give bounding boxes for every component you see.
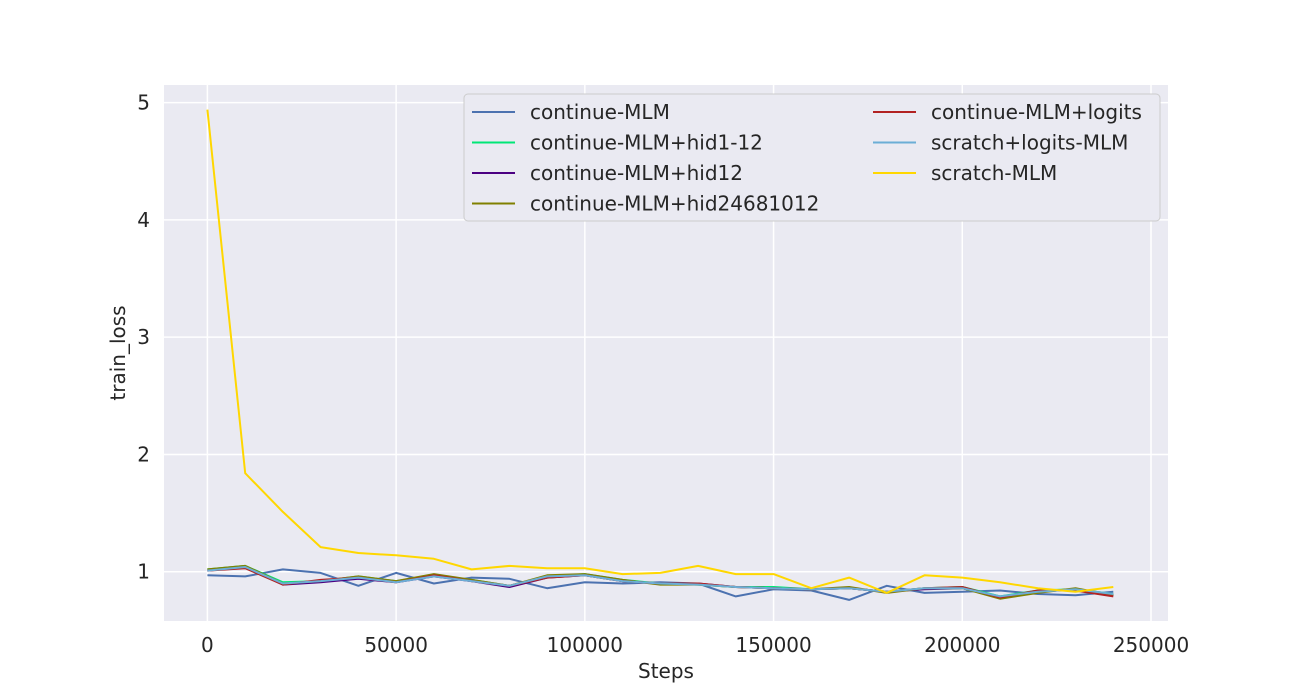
legend-label-continue-mlm-logits: continue-MLM+logits <box>931 100 1142 124</box>
legend-label-continue-mlm-hid12: continue-MLM+hid12 <box>530 161 743 185</box>
legend: continue-MLM continue-MLM+hid1-12 continue… <box>463 93 1161 222</box>
legend-label-continue-mlm-hid1-12: continue-MLM+hid1-12 <box>530 131 763 155</box>
legend-box <box>463 93 1161 222</box>
legend-label-scratch-mlm: scratch-MLM <box>931 161 1057 185</box>
x-tick-label: 200000 <box>924 633 1000 657</box>
x-tick-label: 100000 <box>547 633 623 657</box>
y-tick-labels: 1 2 3 4 5 <box>137 91 150 584</box>
x-tick-label: 250000 <box>1113 633 1189 657</box>
x-tick-label: 50000 <box>364 633 428 657</box>
y-tick-label: 2 <box>137 442 150 466</box>
series-line-scratch-logits-mlm <box>207 566 1114 598</box>
y-tick-label: 5 <box>137 91 150 115</box>
y-tick-label: 4 <box>137 208 150 232</box>
x-tick-label: 0 <box>201 633 214 657</box>
x-tick-label: 150000 <box>735 633 811 657</box>
series-lines <box>206 109 1114 601</box>
x-tick-labels: 0 50000 100000 150000 200000 250000 <box>201 633 1189 657</box>
legend-label-continue-mlm-hid24681012: continue-MLM+hid24681012 <box>530 192 819 216</box>
x-axis-label: Steps <box>638 659 694 683</box>
y-tick-label: 3 <box>137 325 150 349</box>
legend-label-continue-mlm: continue-MLM <box>530 100 670 124</box>
series-line-scratch-mlm <box>206 109 1114 594</box>
y-axis-label: train_loss <box>106 305 130 400</box>
series-line-continue-mlm <box>207 568 1114 601</box>
legend-label-scratch-logits-mlm: scratch+logits-MLM <box>931 131 1128 155</box>
y-tick-label: 1 <box>137 560 150 584</box>
